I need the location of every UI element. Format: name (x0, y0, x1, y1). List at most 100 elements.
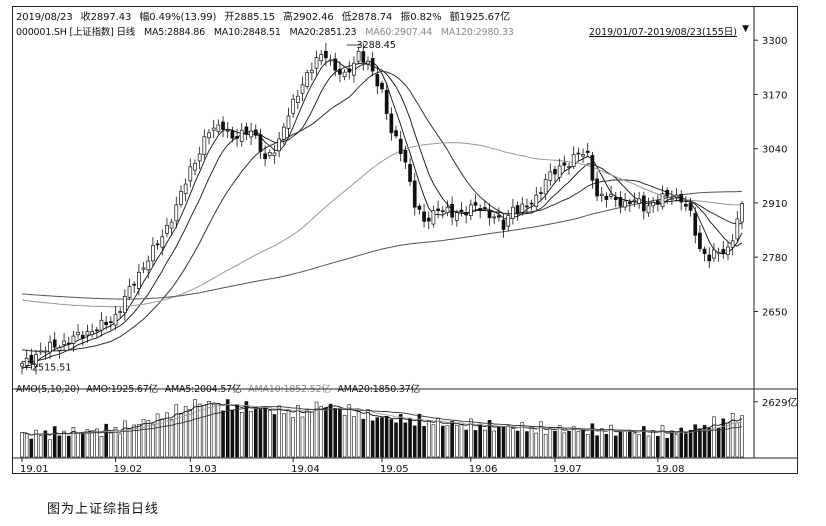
volume-bar-down (380, 417, 384, 458)
volume-bar-down (80, 433, 85, 458)
volume-bar-up (426, 420, 431, 458)
candle-up (712, 249, 716, 259)
summary-low: 低2878.74 (341, 12, 393, 23)
dropdown-arrow-icon[interactable]: ▼ (742, 24, 749, 34)
candle-down (627, 201, 632, 205)
candle-up (286, 115, 291, 129)
candle-up (352, 62, 356, 76)
volume-bar-down (581, 429, 585, 458)
volume-bar-up (483, 429, 487, 458)
candle-down (515, 205, 520, 213)
candle-down (263, 153, 267, 160)
volume-bar-up (282, 413, 286, 458)
volume-bar-down (627, 430, 632, 458)
volume-bar-up (20, 432, 24, 458)
date-range-label[interactable]: 2019/01/07-2019/08/23(155日) (589, 27, 737, 38)
volume-bar-down (702, 425, 707, 458)
volume-bar-up (151, 423, 155, 458)
candle-up (281, 126, 286, 140)
volume-bar-down (473, 430, 478, 458)
ohlc-summary: 2019/08/23 收2897.43 幅0.49%(13.99) 开2885.… (16, 8, 515, 23)
volume-bar-down (263, 406, 267, 458)
candle-down (333, 58, 338, 71)
candle-down (324, 50, 328, 59)
volume-bar-down (272, 414, 277, 458)
volume-bar-up (132, 424, 137, 458)
volume-bar-down (604, 433, 609, 458)
candle-up (637, 198, 641, 204)
volume-bar-down (370, 420, 375, 458)
volume-bar-up (632, 432, 637, 458)
candle-up (651, 202, 656, 207)
candle-up (216, 124, 221, 132)
volume-bar-up (141, 419, 146, 458)
y-tick-label: 2910 (762, 199, 787, 210)
volume-bar-up (319, 406, 324, 458)
candle-up (726, 246, 730, 256)
volume-bar-up (576, 431, 581, 458)
candle-up (632, 199, 637, 202)
summary-amplitude: 振0.82% (400, 12, 442, 23)
candle-up (160, 236, 165, 248)
volume-bar-up (99, 436, 104, 458)
volume-bar-down (501, 426, 506, 458)
volume-bar-down (642, 426, 646, 458)
volume-bar-up (146, 420, 151, 458)
candle-down (562, 162, 567, 166)
candle-up (445, 206, 450, 214)
candle-up (534, 194, 539, 207)
volume-bar-up (646, 435, 651, 458)
volume-bar-down (595, 435, 599, 458)
candle-up (646, 205, 651, 214)
volume-bar-up (529, 426, 534, 458)
ma60-label: MA60:2907.44 (365, 27, 433, 38)
y-tick-label: 3040 (762, 145, 787, 156)
x-tick-label: 19.04 (291, 464, 320, 474)
volume-bar-up (239, 411, 244, 458)
candle-up (207, 132, 211, 139)
candle-up (356, 51, 361, 62)
volume-bar-up (651, 430, 655, 458)
volume-bar-down (66, 435, 71, 458)
candle-down (693, 213, 698, 236)
volume-bar-up (137, 423, 141, 458)
candle-down (132, 283, 137, 286)
volume-bar-up (660, 425, 665, 458)
x-tick-label: 19.02 (114, 464, 143, 474)
volume-bar-up (314, 401, 319, 458)
volume-bar-down (29, 438, 34, 458)
volume-bar-up (445, 425, 450, 458)
volume-bar-up (296, 405, 300, 458)
volume-bar-down (221, 410, 225, 458)
candle-down (408, 164, 412, 182)
candle-up (24, 357, 29, 366)
candle-up (670, 197, 674, 200)
candle-down (426, 217, 431, 222)
volume-bar-down (361, 418, 366, 458)
candle-down (258, 134, 263, 152)
candle-up (197, 153, 202, 162)
volume-bar-up (169, 419, 174, 458)
y-tick-label: 2780 (762, 253, 787, 264)
volume-bar-up (113, 426, 118, 458)
volume-bar-down (57, 435, 62, 458)
candle-up (735, 218, 740, 240)
candle-up (211, 127, 216, 131)
volume-bar-down (613, 435, 618, 458)
volume-bar-up (436, 418, 440, 458)
candlestick-chart[interactable]: 3300 3170 3040 2910 2780 2650 2629亿 19.01 19.02 1… (12, 6, 798, 474)
volume-bar-down (716, 427, 721, 458)
volume-bar-up (571, 426, 576, 458)
volume-bar-up (76, 432, 80, 458)
max-price-label: 3288.45 (357, 40, 396, 51)
volume-bar-up (562, 432, 567, 458)
candle-down (80, 334, 85, 339)
volume-bar-up (585, 434, 590, 458)
candle-up (34, 354, 38, 367)
figure-caption: 图为上证综指日线 (47, 502, 160, 517)
candle-down (473, 202, 478, 206)
candle-up (291, 98, 296, 114)
candle-down (613, 197, 618, 201)
candle-up (314, 57, 319, 69)
candle-up (740, 203, 744, 223)
